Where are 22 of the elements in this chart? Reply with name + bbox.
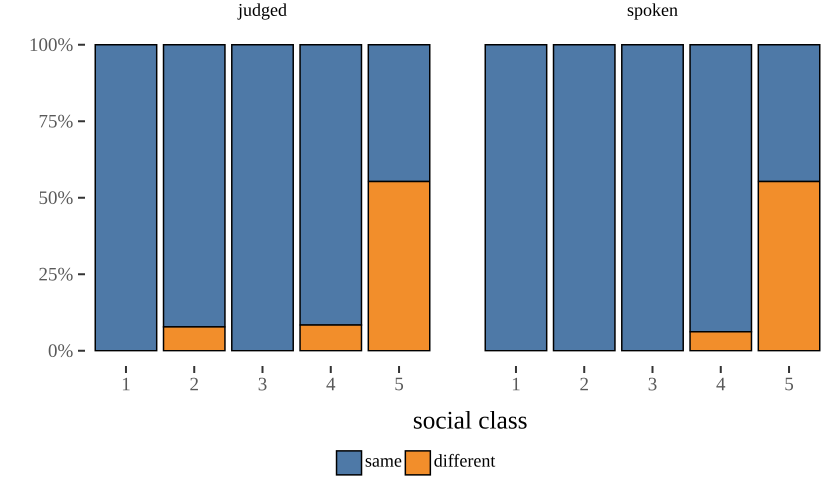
- x-tick-label: 3: [258, 378, 267, 390]
- chart-title: spoken: [628, 3, 678, 20]
- x-tick-label: 2: [580, 378, 588, 390]
- chart-title: judged: [237, 3, 287, 20]
- legend-label: same: [366, 458, 402, 467]
- y-tick-label: 50%: [40, 191, 73, 204]
- bar: [94, 44, 158, 352]
- x-tick-label: 4: [326, 378, 336, 390]
- y-tick-label: 0%: [48, 344, 73, 358]
- x-tick-label: 5: [785, 378, 794, 390]
- x-tick-label: 2: [190, 378, 198, 390]
- x-tick-label: 5: [395, 378, 404, 390]
- x-axis-title: social class: [414, 410, 527, 429]
- y-tick-label: 75%: [40, 114, 73, 128]
- bar: [231, 44, 294, 352]
- x-tick-label: 1: [122, 378, 130, 390]
- x-tick-label: 1: [512, 378, 520, 390]
- x-tick-label: 4: [716, 378, 726, 390]
- x-tick-label: 3: [648, 378, 657, 390]
- legend-label: different: [434, 454, 496, 467]
- y-tick-label: 25%: [39, 268, 73, 281]
- y-tick-label: 100%: [30, 38, 73, 52]
